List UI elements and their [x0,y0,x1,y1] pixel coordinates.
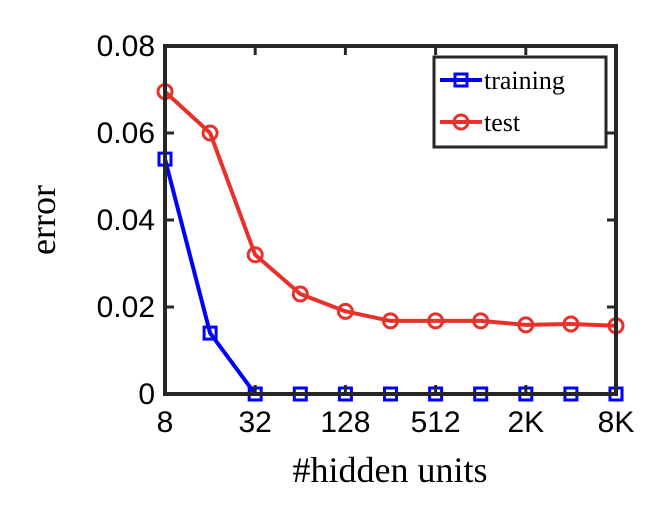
x-tick-label: 128 [320,406,370,439]
x-tick-label: 512 [411,406,461,439]
x-tick-label: 8 [157,406,174,439]
plot-frame [163,44,618,396]
series-line-test [163,90,617,328]
legend-label-training: training [484,66,565,95]
x-tick-label: 8K [598,406,635,439]
data-point-test [562,315,580,333]
x-axis-title: #hidden units [293,450,488,490]
y-tick-label: 0 [138,378,155,411]
y-tick-label: 0.02 [97,291,155,324]
legend-marker-training [453,72,469,88]
data-point-test [336,302,354,320]
data-point-test [382,312,399,330]
x-tick-label: 2K [507,406,544,439]
legend-box [432,55,608,149]
data-point-training [202,325,218,341]
data-point-test [291,285,309,303]
y-tick-label: 0.08 [97,30,155,63]
axis-layer: 0 0.02 0.04 0.06 0.08 8 32 128 512 2K 8K [97,30,635,439]
data-point-test [517,316,535,334]
y-tick-label: 0.06 [97,117,155,150]
legend: training test [432,55,608,149]
legend-marker-test [452,113,470,131]
data-point-test [201,124,219,142]
data-point-test [427,312,445,330]
x-tick-label: 32 [239,406,272,439]
y-tick-label: 0.04 [97,204,155,237]
y-axis-title: error [23,185,63,255]
data-point-test [472,312,490,330]
legend-label-test: test [484,108,521,137]
data-point-test [246,246,264,264]
